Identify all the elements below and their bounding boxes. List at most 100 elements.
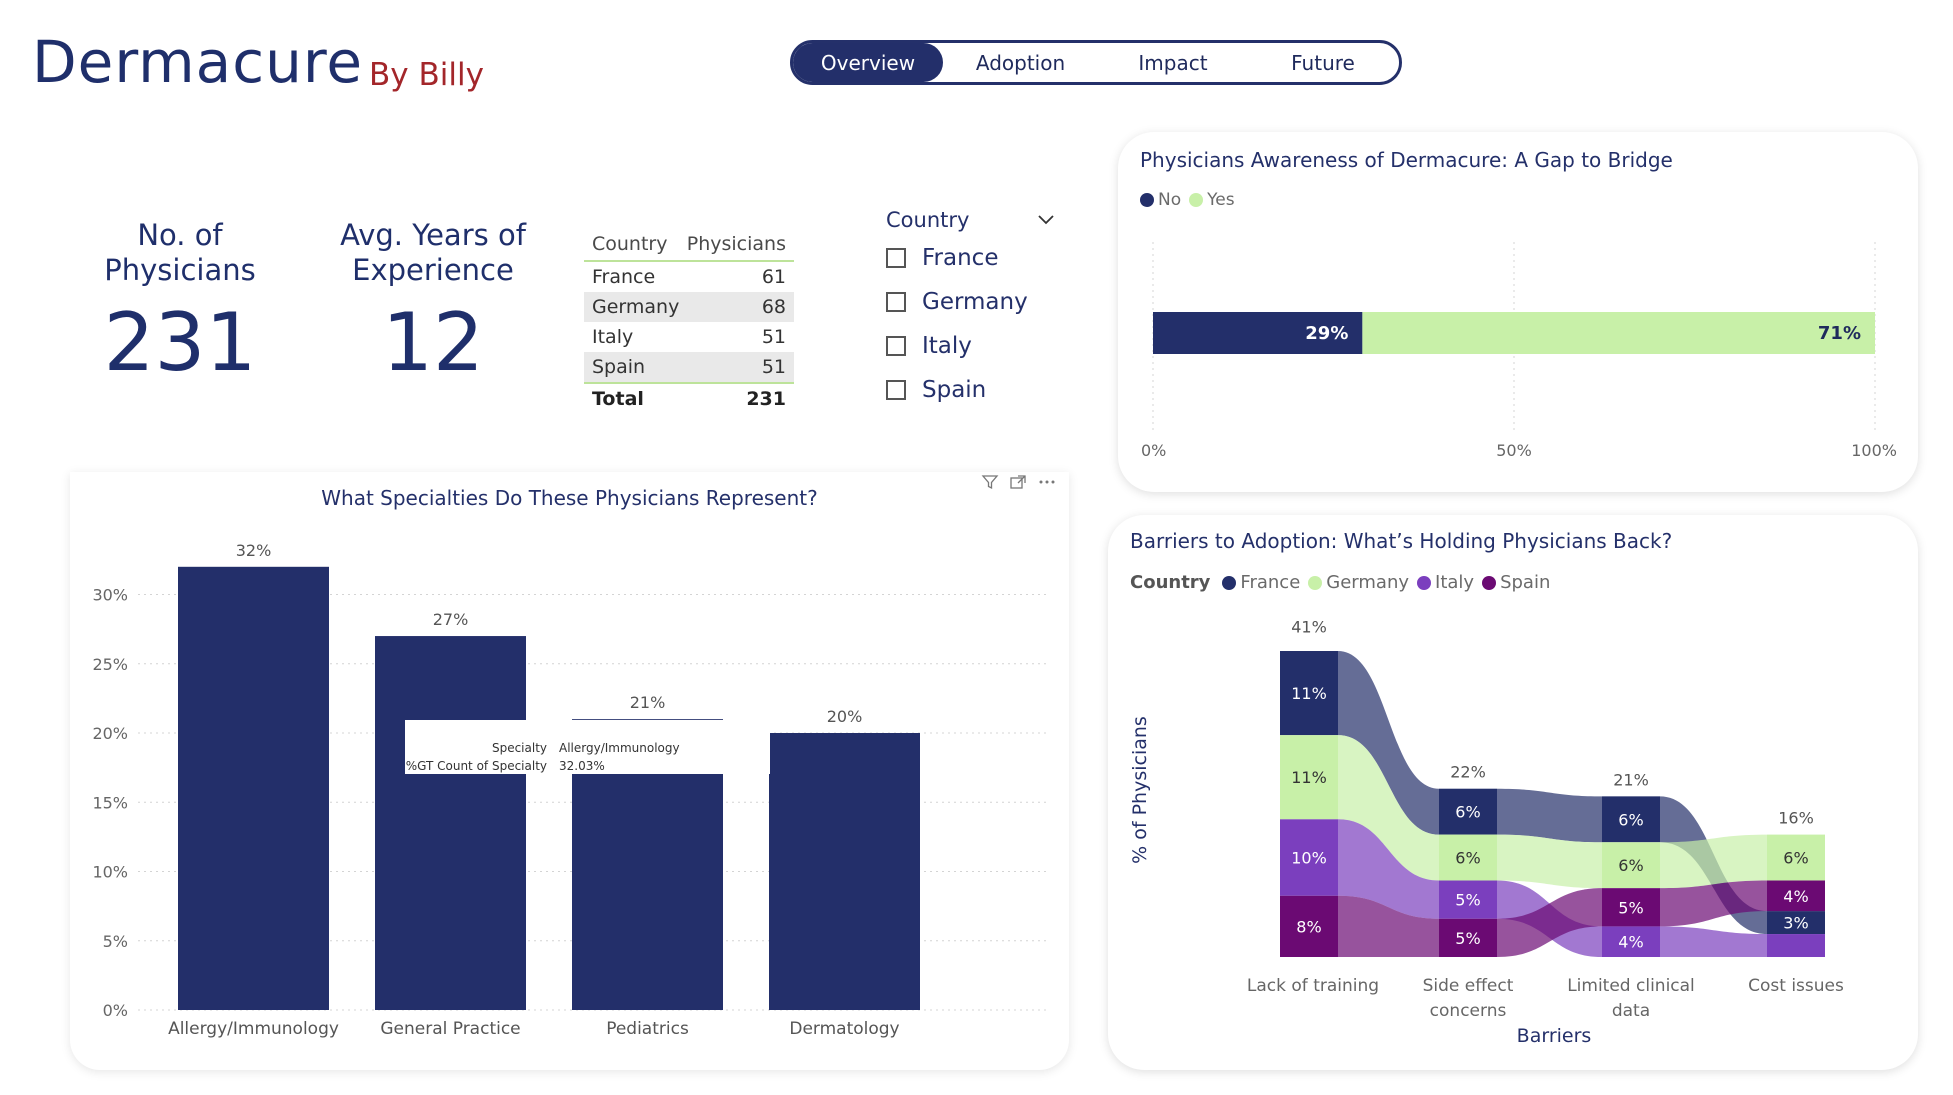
visual-header-icons (981, 474, 1057, 494)
data-label: 71% (1818, 323, 1861, 344)
slicer-option-label: France (922, 245, 999, 271)
x-tick-label: 100% (1851, 441, 1897, 460)
segment-italy (1439, 880, 1497, 919)
checkbox[interactable] (886, 336, 906, 356)
kpi-physicians-label-1: No. of (137, 218, 223, 252)
slicer-option-label: Spain (922, 377, 987, 403)
checkbox[interactable] (886, 380, 906, 400)
segment-label: 6% (1455, 849, 1480, 868)
slicer-option-germany[interactable]: Germany (886, 280, 1056, 324)
bar (769, 733, 920, 1010)
chevron-down-icon[interactable] (1036, 208, 1056, 232)
y-tick-label: 0% (103, 1001, 128, 1020)
data-label: 29% (1305, 323, 1348, 344)
legend-dot-yes (1189, 193, 1204, 207)
barriers-chart-card: Barriers to Adoption: What’s Holding Phy… (1108, 515, 1918, 1070)
x-tick-label: concerns (1430, 1001, 1507, 1021)
cell-country: France (592, 266, 656, 288)
segment-italy (1280, 819, 1338, 896)
tooltip-label: Specialty (492, 741, 547, 755)
focus-mode-icon[interactable] (1009, 474, 1027, 494)
ribbon-germany (1660, 834, 1767, 889)
tab-future[interactable]: Future (1291, 50, 1355, 75)
slicer-title: Country (886, 208, 970, 232)
tooltip-label: %GT Count of Specialty (406, 759, 547, 773)
slicer-option-france[interactable]: France (886, 236, 1056, 280)
ribbon-germany (1497, 834, 1602, 889)
column-header-physicians[interactable]: Physicians (686, 233, 786, 255)
table-row[interactable]: Spain 51 (584, 352, 794, 382)
x-tick-label: Side effect (1423, 976, 1514, 996)
y-axis-title: % of Physicians (1129, 716, 1151, 864)
legend-label-spain[interactable]: Spain (1500, 572, 1551, 593)
column-header-country[interactable]: Country (592, 233, 668, 255)
x-tick-label: data (1612, 1001, 1650, 1021)
bar (178, 566, 329, 1010)
data-label: 27% (433, 610, 469, 629)
cell-country: Spain (592, 356, 646, 378)
legend-label-no[interactable]: No (1158, 190, 1182, 210)
legend-label-italy[interactable]: Italy (1435, 572, 1475, 593)
tab-overview[interactable]: Overview (793, 43, 943, 82)
ribbon-france (1497, 788, 1602, 843)
awareness-chart-title: Physicians Awareness of Dermacure: A Gap… (1140, 148, 1673, 172)
barriers-legend: Country France Germany Italy Spain (1130, 572, 1550, 593)
ribbon-spain (1497, 888, 1602, 957)
legend-dot-no (1140, 193, 1154, 207)
table-row[interactable]: Germany 68 (584, 292, 794, 322)
y-tick-label: 15% (92, 793, 128, 812)
slicer-option-spain[interactable]: Spain (886, 368, 1056, 412)
segment-france (1439, 788, 1497, 835)
page-title: Dermacure (32, 28, 364, 96)
x-tick-label: Dermatology (789, 1019, 899, 1039)
segment-italy (1767, 934, 1825, 957)
filter-icon[interactable] (981, 474, 999, 494)
segment-spain (1767, 880, 1825, 912)
cell-physicians: 51 (761, 326, 786, 348)
cell-country: Italy (592, 326, 634, 348)
slicer-option-label: Italy (922, 333, 972, 359)
checkbox[interactable] (886, 248, 906, 268)
kpi-experience-label-2: Experience (352, 253, 514, 287)
country-table: Country Physicians France 61 Germany 68 … (584, 228, 794, 414)
legend-label-france[interactable]: France (1240, 572, 1301, 593)
total-label: 22% (1450, 763, 1486, 782)
tooltip-value: 32.03% (559, 759, 605, 773)
table-row[interactable]: Italy 51 (584, 322, 794, 352)
total-label: 41% (1291, 617, 1327, 636)
x-tick-label: Pediatrics (606, 1019, 689, 1039)
y-tick-label: 25% (92, 655, 128, 674)
segment-italy (1602, 926, 1660, 957)
slicer-option-label: Germany (922, 289, 1028, 315)
segment-label: 10% (1291, 849, 1327, 868)
x-tick-label: Limited clinical (1567, 976, 1695, 996)
segment-germany (1602, 842, 1660, 889)
legend-label-germany[interactable]: Germany (1326, 572, 1410, 593)
total-value: 231 (746, 388, 786, 410)
segment-france (1767, 911, 1825, 935)
tab-impact[interactable]: Impact (1138, 50, 1208, 75)
segment-label: 5% (1455, 891, 1480, 910)
bar-no (1153, 312, 1363, 354)
segment-label: 4% (1618, 933, 1643, 952)
tab-adoption[interactable]: Adoption (975, 50, 1066, 75)
table-row[interactable]: France 61 (584, 262, 794, 292)
segment-label: 6% (1618, 856, 1643, 875)
legend-label-yes[interactable]: Yes (1207, 190, 1235, 210)
more-options-icon[interactable] (1037, 474, 1057, 494)
segment-label: 3% (1783, 914, 1808, 933)
x-tick-label: Allergy/Immunology (168, 1019, 339, 1039)
segment-spain (1280, 895, 1338, 957)
legend-dot-spain (1482, 575, 1497, 590)
table-total-row: Total 231 (584, 382, 794, 414)
slicer-option-italy[interactable]: Italy (886, 324, 1056, 368)
author-byline: By Billy (369, 57, 484, 93)
segment-label: 11% (1291, 684, 1327, 703)
bar (375, 636, 526, 1010)
checkbox[interactable] (886, 292, 906, 312)
ribbon-germany (1338, 735, 1439, 881)
kpi-physicians-value: 231 (103, 296, 257, 389)
segment-france (1602, 796, 1660, 843)
x-tick-label: General Practice (380, 1019, 520, 1039)
country-slicer: Country France Germany Italy Spain (886, 208, 1056, 412)
